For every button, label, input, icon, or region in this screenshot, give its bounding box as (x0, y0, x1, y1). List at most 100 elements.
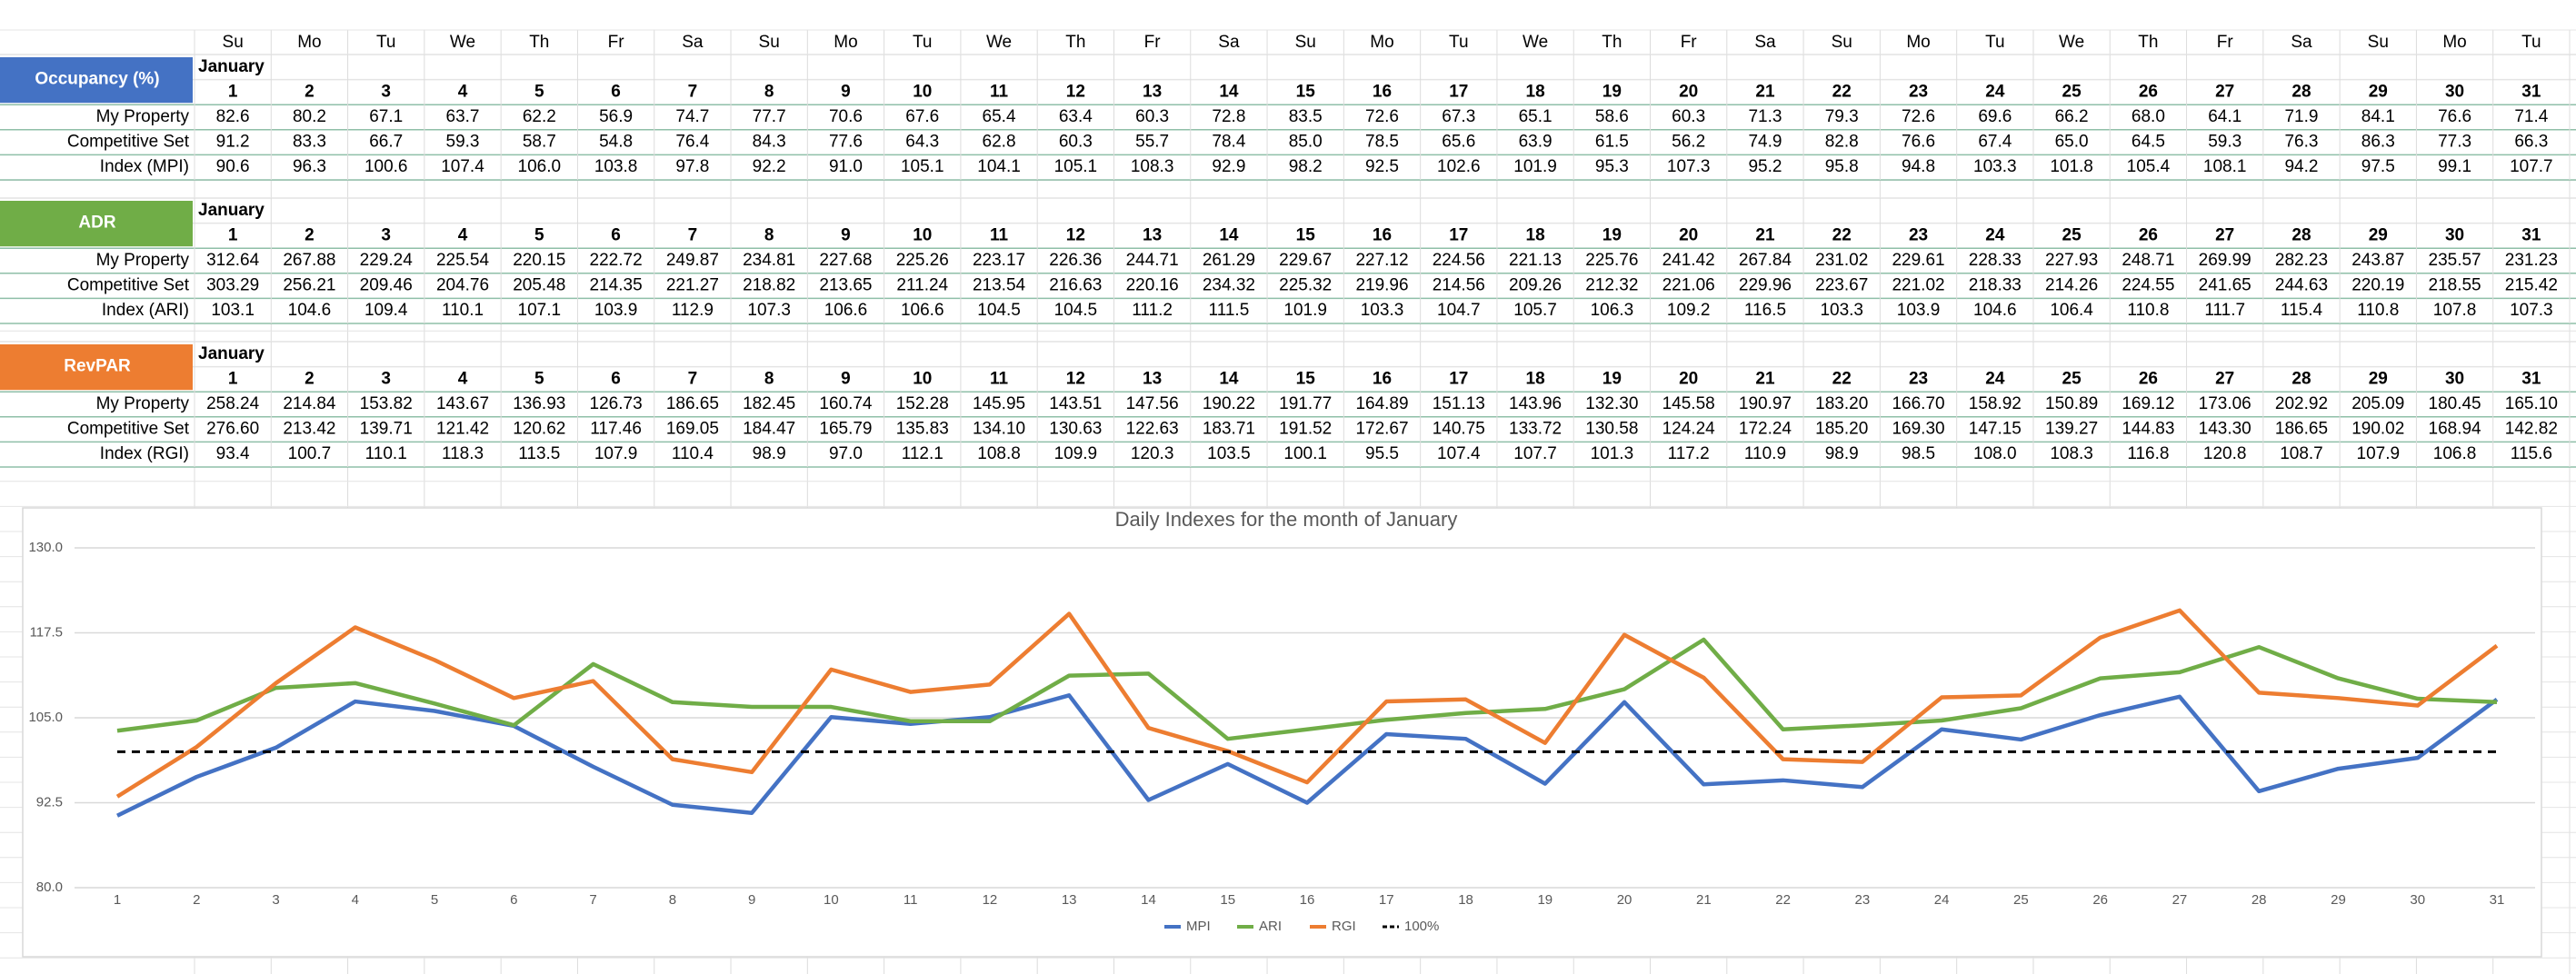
cell-value: 68.0 (2132, 107, 2165, 126)
cell-value: 67.3 (1442, 107, 1475, 126)
x-tick-label: 6 (510, 892, 517, 908)
cell-value: 103.9 (1897, 301, 1941, 320)
cell-value: 229.24 (360, 251, 414, 270)
day-number: 22 (1832, 225, 1852, 244)
cell-value: 303.29 (206, 276, 259, 295)
day-number: 5 (534, 82, 544, 101)
day-number: 6 (611, 225, 621, 244)
cell-value: 215.42 (2505, 276, 2558, 295)
cell-value: 108.3 (2050, 444, 2093, 463)
section-label: Occupancy (%) (35, 70, 159, 89)
cell-value: 106.8 (2433, 444, 2477, 463)
section-label: RevPAR (64, 357, 131, 376)
day-number: 27 (2215, 225, 2234, 244)
y-tick-label: 80.0 (36, 880, 63, 895)
day-number: 21 (1755, 225, 1775, 244)
cell-value: 95.8 (1825, 157, 1859, 176)
cell-value: 64.1 (2208, 107, 2242, 126)
day-number: 27 (2215, 369, 2234, 388)
cell-value: 142.82 (2505, 420, 2558, 439)
day-number: 12 (1066, 369, 1085, 388)
cell-value: 117.46 (590, 420, 642, 439)
cell-value: 79.3 (1825, 107, 1859, 126)
legend-label: 100% (1404, 919, 1439, 934)
day-number: 22 (1832, 82, 1852, 101)
y-tick-label: 105.0 (28, 710, 63, 725)
cell-value: 100.7 (288, 444, 332, 463)
x-tick-label: 22 (1775, 892, 1791, 908)
cell-value: 103.8 (594, 157, 638, 176)
cell-value: 104.7 (1437, 301, 1481, 320)
cell-value: 231.02 (1815, 251, 1868, 270)
cell-value: 185.20 (1815, 420, 1868, 439)
cell-value: 82.8 (1825, 133, 1859, 152)
cell-value: 65.1 (1519, 107, 1553, 126)
weekday: Sa (1218, 33, 1240, 52)
day-number: 6 (611, 82, 621, 101)
day-number: 18 (1526, 82, 1545, 101)
month: January (198, 57, 265, 76)
x-tick-label: 15 (1220, 892, 1235, 908)
cell-value: 54.8 (599, 133, 633, 152)
cell-value: 104.1 (977, 157, 1021, 176)
cell-value: 97.0 (829, 444, 863, 463)
cell-value: 61.5 (1595, 133, 1629, 152)
cell-value: 143.96 (1509, 394, 1562, 413)
cell-value: 220.16 (1126, 276, 1179, 295)
cell-value: 220.15 (513, 251, 565, 270)
cell-value: 62.8 (983, 133, 1016, 152)
cell-value: 84.3 (753, 133, 786, 152)
cell-value: 150.89 (2045, 394, 2098, 413)
day-number: 26 (2139, 225, 2158, 244)
cell-value: 103.1 (211, 301, 255, 320)
cell-value: 86.3 (2361, 133, 2395, 152)
cell-value: 249.87 (666, 251, 719, 270)
cell-value: 224.56 (1433, 251, 1485, 270)
cell-value: 95.2 (1748, 157, 1782, 176)
cell-value: 124.24 (1662, 420, 1716, 439)
cell-value: 65.0 (2055, 133, 2089, 152)
row-label: Competitive Set (67, 276, 190, 295)
weekday: Mo (834, 33, 857, 52)
cell-value: 219.96 (1355, 276, 1408, 295)
month: January (198, 344, 265, 363)
weekday: Sa (2291, 33, 2312, 52)
cell-value: 76.6 (1902, 133, 1935, 152)
cell-value: 225.54 (436, 251, 490, 270)
cell-value: 105.1 (1054, 157, 1098, 176)
cell-value: 106.4 (2050, 301, 2093, 320)
cell-value: 169.12 (2122, 394, 2174, 413)
day-number: 7 (688, 82, 698, 101)
cell-value: 145.58 (1662, 394, 1715, 413)
cell-value: 112.9 (672, 301, 714, 320)
cell-value: 113.5 (518, 444, 560, 463)
cell-value: 214.84 (283, 394, 336, 413)
weekday: Su (223, 33, 244, 52)
day-number: 23 (1909, 225, 1928, 244)
cell-value: 59.3 (2208, 133, 2242, 152)
x-tick-label: 8 (669, 892, 676, 908)
cell-value: 165.79 (819, 420, 872, 439)
cell-value: 205.09 (2351, 394, 2404, 413)
x-tick-label: 4 (352, 892, 359, 908)
cell-value: 95.3 (1595, 157, 1629, 176)
day-number: 21 (1755, 82, 1775, 101)
cell-value: 183.20 (1815, 394, 1868, 413)
cell-value: 190.02 (2351, 420, 2404, 439)
day-number: 15 (1296, 82, 1316, 101)
cell-value: 234.81 (743, 251, 795, 270)
cell-value: 143.30 (2199, 420, 2252, 439)
cell-value: 224.55 (2122, 276, 2174, 295)
day-number: 11 (990, 369, 1009, 388)
cell-value: 107.3 (747, 301, 791, 320)
day-number: 24 (1985, 369, 2005, 388)
day-number: 17 (1449, 369, 1468, 388)
month: January (198, 201, 265, 220)
day-number: 14 (1219, 369, 1239, 388)
cell-value: 63.4 (1059, 107, 1093, 126)
cell-value: 258.24 (206, 394, 260, 413)
cell-value: 221.06 (1662, 276, 1715, 295)
section-fill (0, 342, 2576, 467)
cell-value: 216.63 (1049, 276, 1102, 295)
x-tick-label: 25 (2013, 892, 2029, 908)
